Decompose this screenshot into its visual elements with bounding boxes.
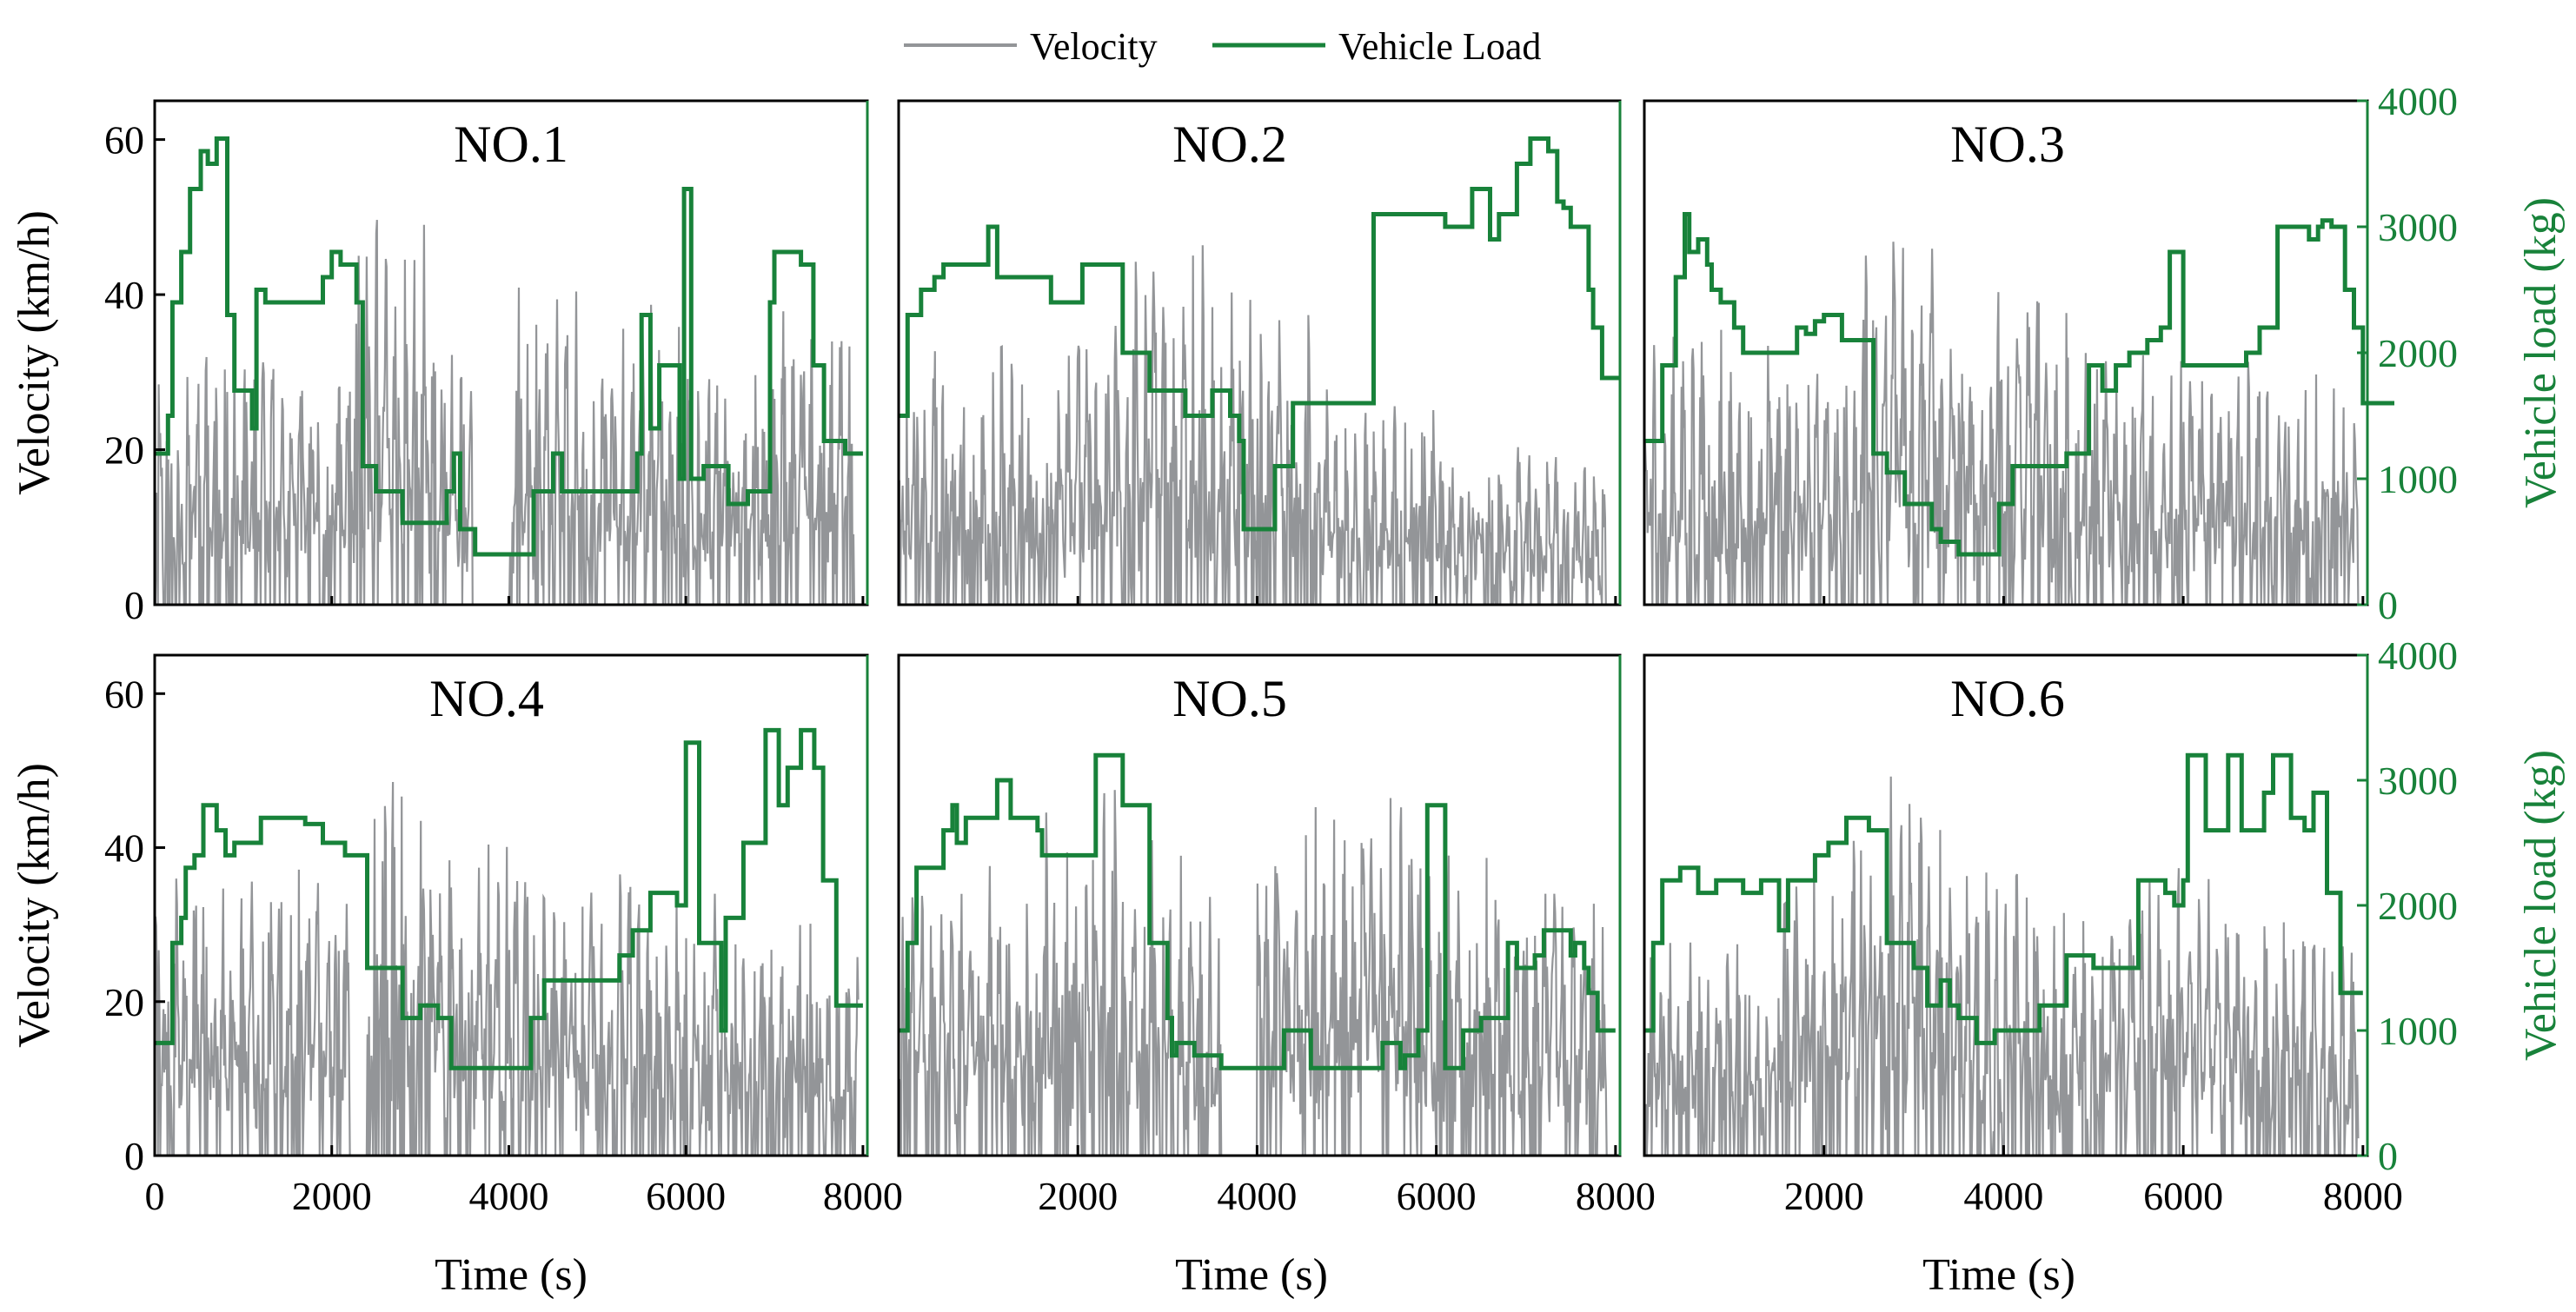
y-right-tick-label: 0 xyxy=(2378,583,2398,627)
y-right-tick-label: 1000 xyxy=(2378,1009,2458,1053)
y-right-tick-label: 3000 xyxy=(2378,759,2458,803)
panel-no6: NO.6 0 1000 2000 3000 4000 Vehicle load (kg)… xyxy=(1643,633,2566,1300)
velocity-line xyxy=(897,790,1611,1157)
velocity-series xyxy=(1643,776,2360,1157)
y-tick-label: 60 xyxy=(104,672,144,716)
left-axis-title: Velocity (km/h) xyxy=(10,210,59,495)
x-axis-title: Time (s) xyxy=(435,1250,588,1300)
load-line xyxy=(1644,212,2394,557)
y-right-tick-label: 2000 xyxy=(2378,331,2458,375)
x-ticks: 2000 4000 6000 8000 xyxy=(1784,1145,2403,1218)
left-y-ticks: 0 20 40 60 xyxy=(104,672,165,1178)
panel-title: NO.1 xyxy=(454,116,568,173)
velocity-line xyxy=(1643,242,2360,606)
y-tick-label: 40 xyxy=(104,273,144,317)
y-tick-label: 40 xyxy=(104,826,144,871)
legend-load-label: Vehicle Load xyxy=(1338,25,1541,68)
y-tick-label: 0 xyxy=(124,583,144,627)
y-tick-label: 60 xyxy=(104,118,144,162)
velocity-series xyxy=(897,245,1611,606)
y-right-tick-label: 4000 xyxy=(2378,79,2458,123)
load-series xyxy=(155,727,863,1070)
y-right-tick-label: 3000 xyxy=(2378,205,2458,249)
load-line xyxy=(899,752,1616,1070)
right-axis-title: Vehicle load (kg) xyxy=(2516,197,2566,508)
panel-no4: NO.4 0 20 40 60 Velocity (km/h) 0 2000 4000 60… xyxy=(10,653,903,1300)
panel-title: NO.2 xyxy=(1172,116,1287,173)
load-line xyxy=(155,727,863,1070)
x-tick-label: 4000 xyxy=(1963,1174,2043,1218)
y-tick-label: 20 xyxy=(104,980,144,1024)
y-tick-label: 20 xyxy=(104,428,144,473)
right-axis-title: Vehicle load (kg) xyxy=(2516,750,2566,1061)
y-right-tick-label: 2000 xyxy=(2378,884,2458,928)
velocity-series xyxy=(1643,242,2360,606)
velocity-series xyxy=(897,790,1611,1157)
x-tick-label: 2000 xyxy=(1784,1174,1864,1218)
load-line xyxy=(155,136,863,557)
velocity-line xyxy=(153,220,859,606)
load-series xyxy=(899,752,1616,1070)
x-tick-label: 6000 xyxy=(2143,1174,2223,1218)
y-right-tick-label: 1000 xyxy=(2378,457,2458,501)
right-y-ticks: 0 1000 2000 3000 4000 xyxy=(2357,633,2458,1178)
x-tick-label: 4000 xyxy=(468,1174,548,1218)
y-right-tick-label: 4000 xyxy=(2378,633,2458,678)
load-series xyxy=(1644,212,2394,557)
panel-title: NO.4 xyxy=(429,670,544,727)
panel-no3: NO.3 0 1000 2000 3000 4000 Vehicle load (kg) xyxy=(1643,79,2566,627)
x-tick-label: 2000 xyxy=(292,1174,372,1218)
load-series xyxy=(899,136,1620,532)
x-ticks: 0 2000 4000 6000 8000 xyxy=(145,1145,903,1218)
x-tick-label: 8000 xyxy=(823,1174,903,1218)
y-tick-label: 0 xyxy=(124,1134,144,1178)
velocity-line xyxy=(897,245,1611,606)
load-series xyxy=(1644,752,2363,1045)
x-tick-label: 0 xyxy=(145,1174,165,1218)
left-axis-title: Velocity (km/h) xyxy=(10,763,59,1048)
velocity-series xyxy=(153,220,859,606)
x-tick-label: 4000 xyxy=(1217,1174,1297,1218)
panel-no2: NO.2 xyxy=(897,99,1622,606)
left-y-ticks: 0 20 40 60 xyxy=(104,118,165,627)
legend-velocity-label: Velocity xyxy=(1030,25,1158,68)
x-ticks: 2000 4000 6000 8000 xyxy=(1038,1145,1656,1218)
y-right-tick-label: 0 xyxy=(2378,1134,2398,1178)
panel-title: NO.6 xyxy=(1950,670,2065,727)
x-tick-label: 6000 xyxy=(646,1174,726,1218)
x-tick-label: 8000 xyxy=(2323,1174,2403,1218)
panel-no1: NO.1 0 20 40 60 Velocity (km/h) xyxy=(10,99,869,627)
x-axis-title: Time (s) xyxy=(1175,1250,1328,1300)
right-y-ticks: 0 1000 2000 3000 4000 xyxy=(2357,79,2458,627)
load-line xyxy=(899,136,1620,532)
legend: Velocity Vehicle Load xyxy=(904,25,1541,68)
load-series xyxy=(155,136,863,557)
load-line xyxy=(1644,752,2363,1045)
velocity-series xyxy=(153,781,860,1157)
panel-no5: NO.5 2000 4000 6000 8000 Time (s) xyxy=(897,653,1656,1300)
x-tick-label: 8000 xyxy=(1576,1174,1656,1218)
x-tick-label: 6000 xyxy=(1397,1174,1477,1218)
x-tick-label: 2000 xyxy=(1038,1174,1118,1218)
panel-title: NO.5 xyxy=(1172,670,1287,727)
panel-title: NO.3 xyxy=(1950,116,2065,173)
velocity-line xyxy=(1643,776,2360,1157)
x-axis-title: Time (s) xyxy=(1922,1250,2075,1300)
velocity-line xyxy=(153,781,860,1157)
